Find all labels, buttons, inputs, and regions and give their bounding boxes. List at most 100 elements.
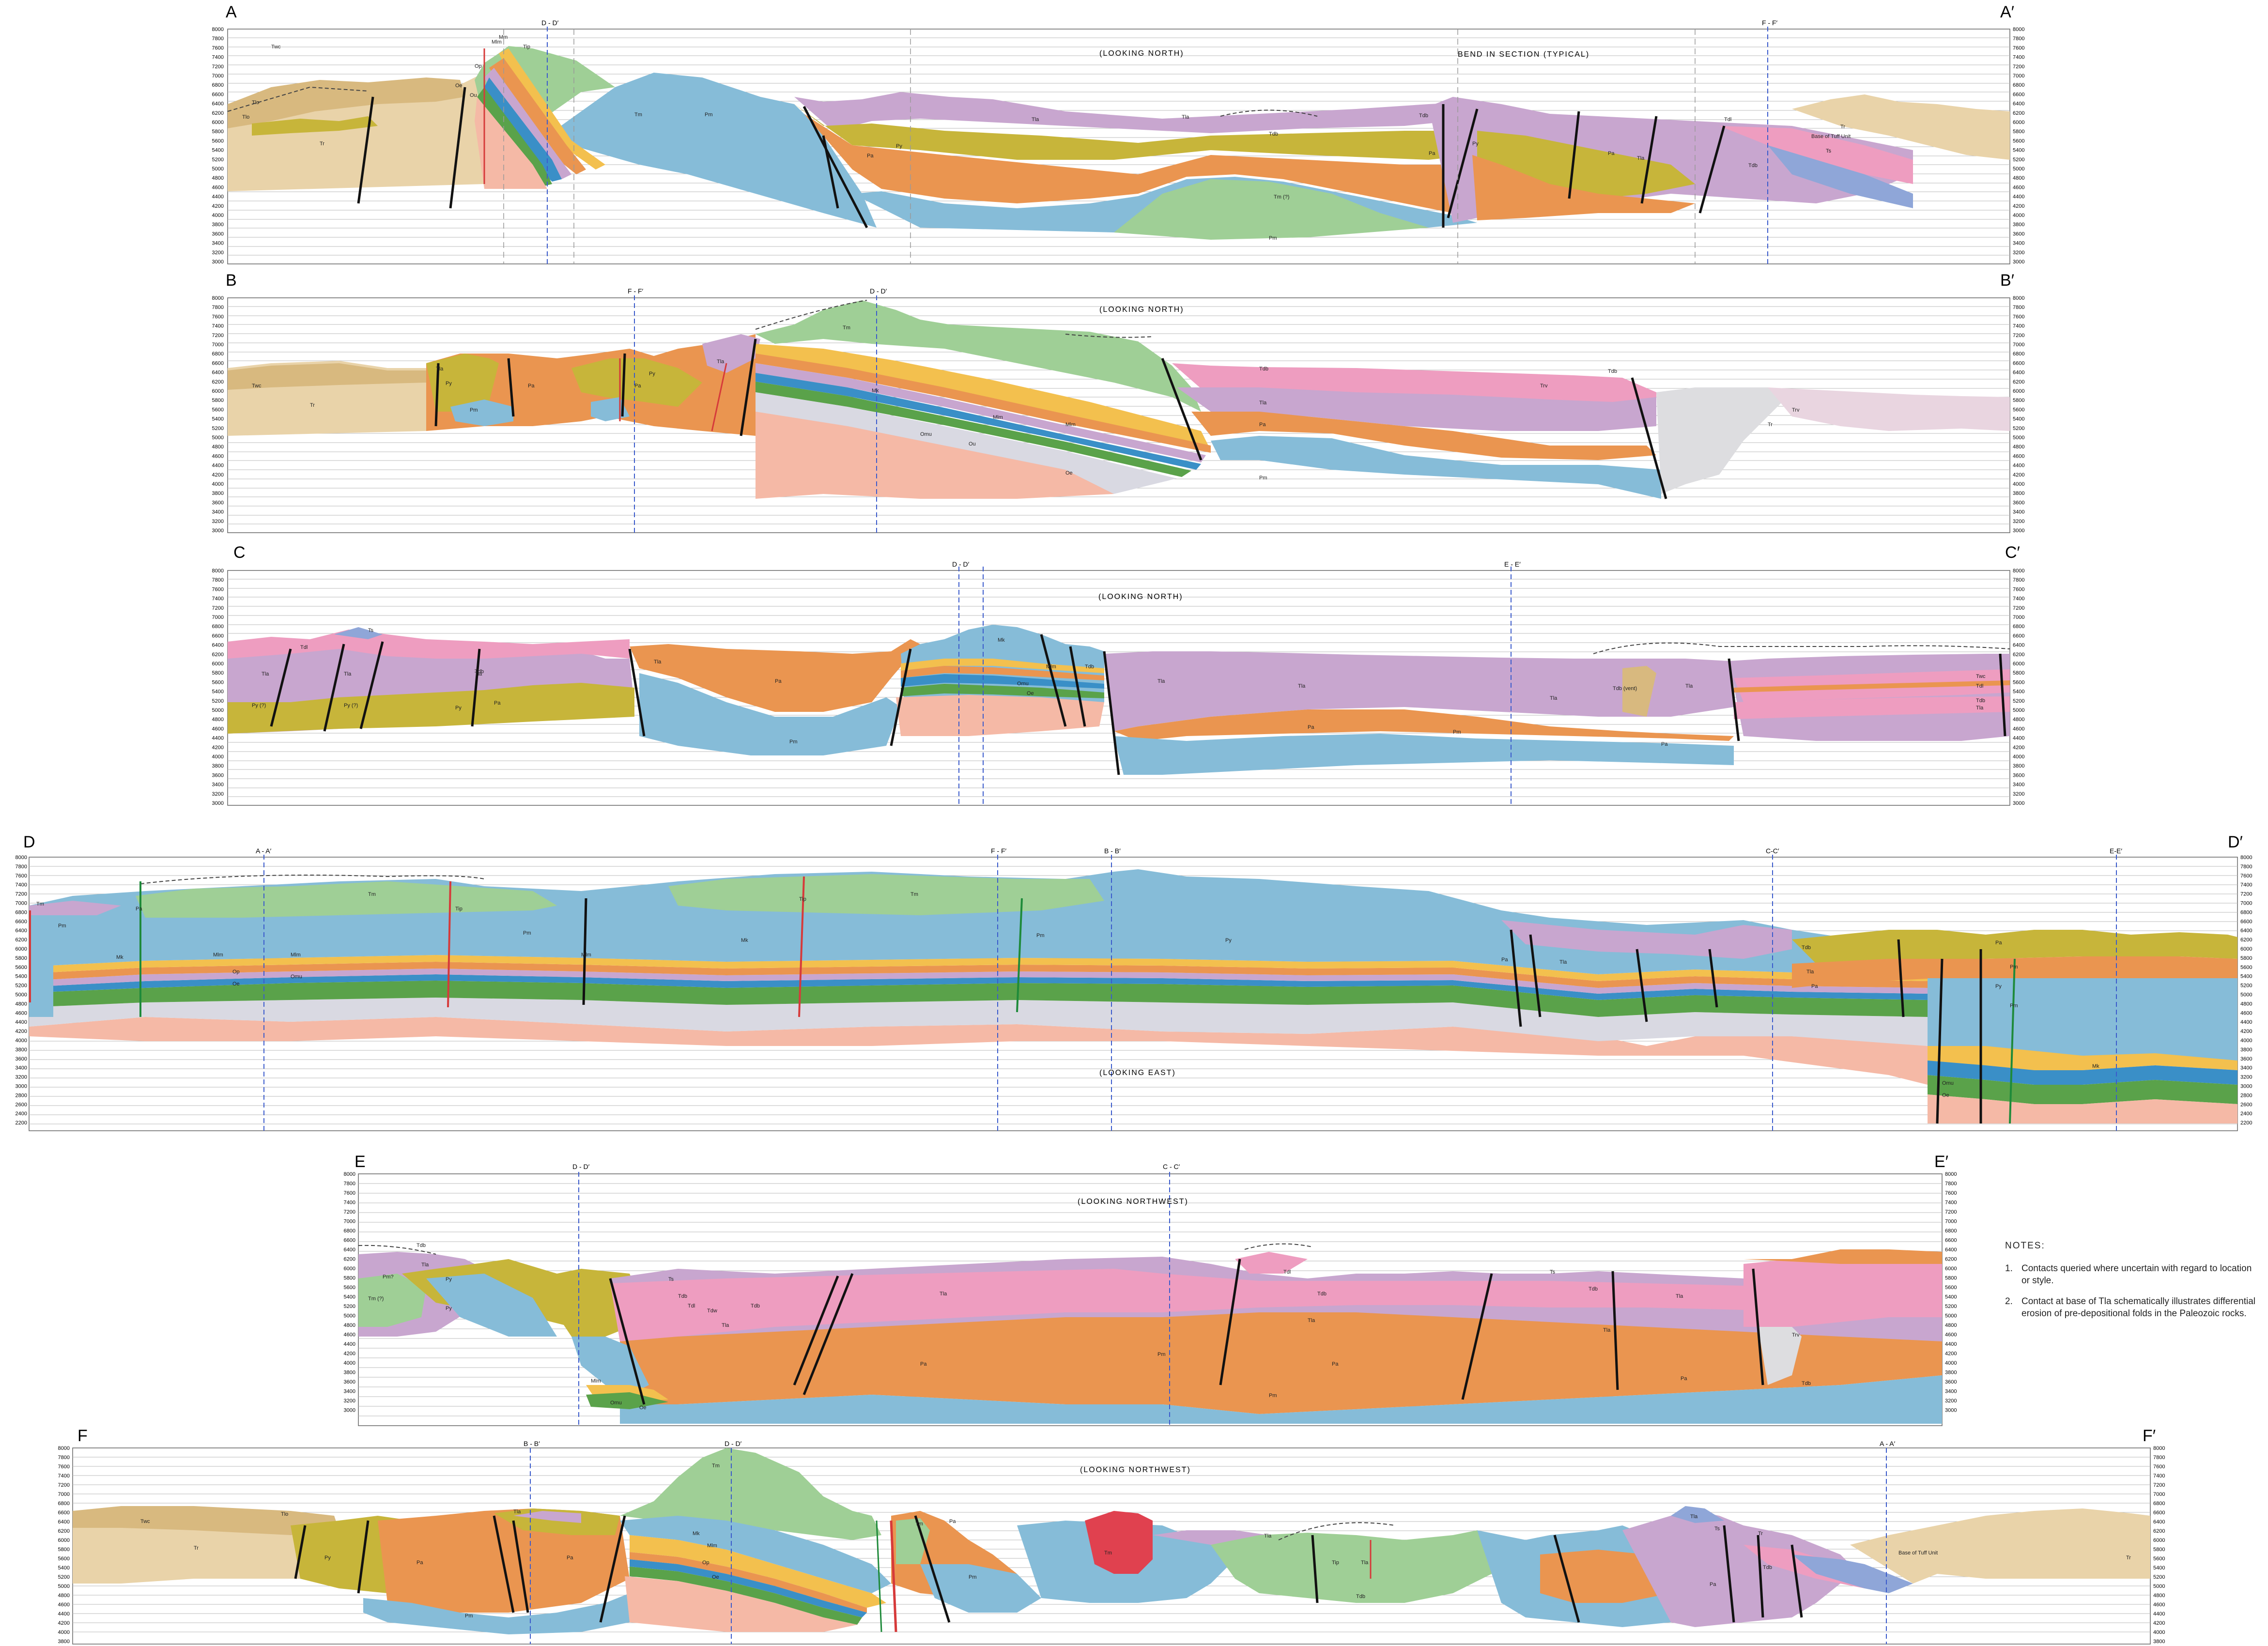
elevation-tick-label: 7800 <box>212 577 224 583</box>
elevation-tick-label: 3600 <box>2240 1056 2252 1062</box>
map-unit-label: Mlm <box>1065 422 1076 428</box>
section-b-left-axis: 8000 7800 7600 7400 7200 7000 6800 6600 6400 6200… <box>212 295 224 534</box>
section-a-units <box>227 46 2010 240</box>
elevation-tick-label: 7600 <box>15 873 27 879</box>
elevation-tick-label: 6000 <box>2013 388 2024 394</box>
map-unit-label: Pa <box>1332 1361 1339 1367</box>
map-unit-label: Tm <box>843 325 850 331</box>
elevation-tick-label: 5800 <box>2153 1547 2165 1553</box>
elevation-tick-label: 7400 <box>212 55 224 61</box>
map-unit-label: Tm <box>368 892 376 897</box>
elevation-tick-label: 7400 <box>15 882 27 888</box>
elevation-tick-label: 5800 <box>212 398 224 403</box>
elevation-tick-label: 3600 <box>15 1056 27 1062</box>
elevation-tick-label: 5400 <box>212 689 224 695</box>
elevation-tick-label: 8000 <box>2013 295 2024 301</box>
elevation-tick-label: 3600 <box>2013 772 2024 778</box>
map-unit-label: Tip <box>455 906 463 912</box>
map-unit-label: Tr <box>310 402 315 408</box>
map-unit-label: Tla <box>1361 1560 1369 1566</box>
elevation-tick-label: 7200 <box>2013 333 2024 338</box>
elevation-tick-label: 7600 <box>212 314 224 320</box>
map-unit-label: Pa <box>417 1560 423 1566</box>
section-d-right-axis: 8000 7800 7600 7400 7200 7000 6800 6600 6400 6200… <box>2240 855 2252 1126</box>
section-d-left-axis: 8000 7800 7600 7400 7200 7000 6800 6600 6400 6200… <box>15 855 27 1126</box>
map-unit-label: Pa <box>1501 957 1508 963</box>
elevation-tick-label: 4000 <box>212 213 224 218</box>
map-unit-label: Tr <box>320 141 324 147</box>
map-unit-label: Trv <box>1792 1332 1800 1338</box>
map-unit-label: Tlo <box>252 100 259 106</box>
elevation-tick-label: 5200 <box>212 157 224 163</box>
map-unit-label: Ou <box>969 441 976 447</box>
elevation-tick-label: 4000 <box>58 1630 70 1635</box>
elevation-tick-label: 3400 <box>344 1389 355 1395</box>
elevation-tick-label: 4200 <box>2013 745 2024 751</box>
map-unit-label: Tdb <box>1976 698 1985 704</box>
elevation-tick-label: 4800 <box>1945 1323 1957 1328</box>
map-unit-label: Op <box>232 969 240 975</box>
elevation-tick-label: 3000 <box>2013 800 2024 806</box>
section-a-start-label: A <box>226 3 237 21</box>
map-unit-label: Tla <box>1298 683 1306 689</box>
elevation-tick-label: 5000 <box>212 435 224 441</box>
map-unit-label: Tm <box>915 1521 923 1527</box>
section-b-ref-ff: F - F′ <box>628 287 644 295</box>
elevation-tick-label: 6600 <box>212 360 224 366</box>
map-unit-label: Pm <box>470 407 478 413</box>
map-unit-label: Py <box>1472 141 1479 147</box>
elevation-tick-label: 4200 <box>2153 1620 2165 1626</box>
elevation-tick-label: 6400 <box>1945 1247 1957 1253</box>
map-unit-label: Omu <box>1017 681 1029 687</box>
elevation-tick-label: 7800 <box>212 36 224 42</box>
elevation-tick-label: 6800 <box>2013 82 2024 88</box>
elevation-tick-label: 7400 <box>212 323 224 329</box>
elevation-tick-label: 4600 <box>212 185 224 190</box>
map-unit-label: Tla <box>475 671 482 677</box>
map-unit-label: Tla <box>1259 400 1267 406</box>
elevation-tick-label: 6600 <box>58 1510 70 1516</box>
elevation-tick-label: 7000 <box>212 615 224 620</box>
elevation-tick-label: 7600 <box>2013 45 2024 51</box>
elevation-tick-label: 4400 <box>212 463 224 469</box>
elevation-tick-label: 3000 <box>212 800 224 806</box>
elevation-tick-label: 7200 <box>212 605 224 611</box>
section-e-view-direction: (LOOKING NORTHWEST) <box>1078 1198 1188 1206</box>
elevation-tick-label: 5200 <box>212 698 224 704</box>
map-unit-label: Omu <box>291 974 302 980</box>
section-a-unit-labels: Twc Tlo Tlo Tr Tm Pm Pa Py Tla Tla Tdb Tdb Py Pa Pa Tla… <box>242 34 1851 241</box>
map-unit-label: Pm <box>1259 475 1267 481</box>
map-unit-label: Oe <box>1027 691 1034 696</box>
elevation-tick-label: 3000 <box>212 259 224 265</box>
elevation-tick-label: 3200 <box>2240 1075 2252 1080</box>
map-unit-label: Pa <box>1429 151 1435 156</box>
map-unit-label: Pa <box>1661 741 1668 747</box>
elevation-tick-label: 3800 <box>344 1370 355 1376</box>
elevation-tick-label: 3400 <box>212 782 224 788</box>
elevation-tick-label: 7200 <box>2153 1482 2165 1488</box>
elevation-tick-label: 7400 <box>2153 1473 2165 1479</box>
elevation-tick-label: 3400 <box>2013 241 2024 246</box>
map-unit-label: Tla <box>1676 1293 1683 1299</box>
map-unit-label: Tla <box>940 1291 947 1297</box>
elevation-tick-label: 3200 <box>344 1398 355 1404</box>
elevation-tick-label: 8000 <box>344 1171 355 1177</box>
elevation-tick-label: 5200 <box>2240 983 2252 989</box>
elevation-tick-label: 6000 <box>2013 120 2024 125</box>
elevation-tick-label: 5000 <box>344 1313 355 1319</box>
section-f-start-label: F <box>77 1427 88 1445</box>
elevation-tick-label: 6800 <box>212 624 224 630</box>
note-text: Contact at base of Tla schematically ill… <box>2021 1296 2255 1319</box>
elevation-tick-label: 7000 <box>2013 615 2024 620</box>
elevation-tick-label: 5600 <box>2013 138 2024 144</box>
elevation-tick-label: 6800 <box>2240 909 2252 915</box>
elevation-tick-label: 5400 <box>15 974 27 980</box>
elevation-tick-label: 5800 <box>58 1547 70 1553</box>
elevation-tick-label: 3000 <box>1945 1408 1957 1414</box>
map-unit-label: Mlm <box>1046 664 1056 670</box>
map-unit-label: Tla <box>717 359 725 365</box>
elevation-tick-label: 7000 <box>58 1492 70 1497</box>
elevation-tick-label: 5600 <box>344 1285 355 1291</box>
elevation-tick-label: 6600 <box>2013 92 2024 97</box>
